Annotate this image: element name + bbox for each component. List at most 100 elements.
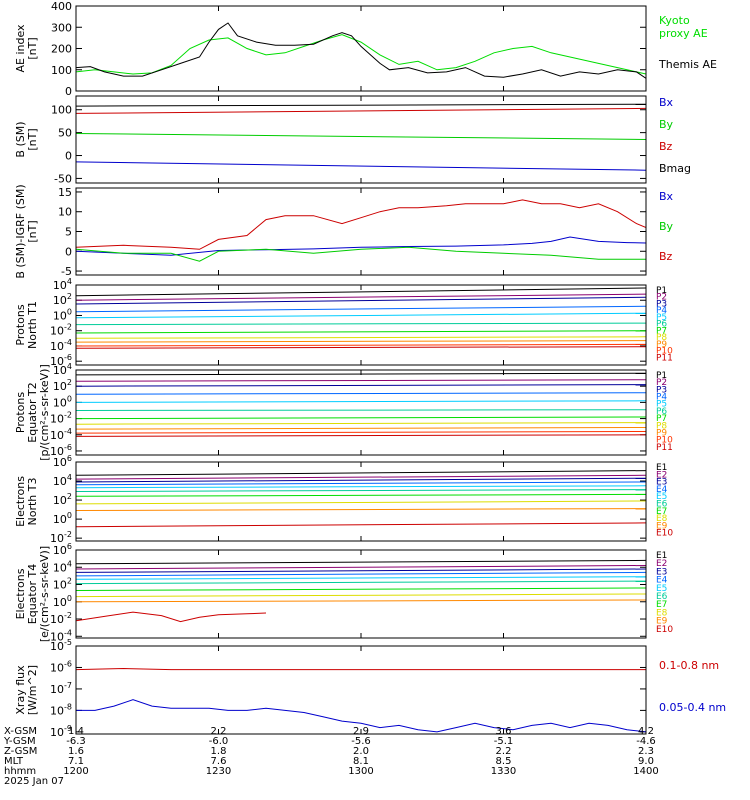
x-row-value: 1300 [348,766,373,777]
y-axis-label: North T3 [26,478,39,526]
y-axis-label: North T1 [26,301,39,349]
series-p9 [76,427,646,430]
y-tick-label: 10-2 [50,323,72,338]
series-p8 [76,336,646,339]
x-row-label: 2025 Jan 07 [4,776,64,787]
y-tick-label: 10-7 [50,681,72,696]
y-tick-label: 100 [51,64,72,77]
series-p1 [76,372,646,376]
series-e6 [76,489,646,492]
x-row-value: 1400 [633,766,658,777]
x-row-label: hhmm [4,766,36,777]
y-tick-label: 102 [53,492,72,507]
y-tick-label: 0 [65,85,72,98]
legend-item: By [659,220,674,233]
panel-frame [75,645,647,735]
channel-label: E5 [656,492,667,502]
channel-label: P1 [656,371,667,381]
y-tick-label: 104 [53,362,72,377]
y-tick-label: 104 [53,277,72,292]
y-axis-label: AE index [14,24,27,73]
x-row-value: 1330 [491,766,516,777]
series-e9 [76,599,646,603]
channel-label: E7 [656,507,667,517]
y-tick-label: 100 [51,104,72,117]
channel-label: E8 [656,514,668,524]
series-p5 [76,312,646,319]
y-tick-label: 300 [51,21,72,34]
channel-label: P7 [656,326,667,336]
panel-frame [75,461,647,542]
channel-label: E10 [656,529,673,539]
x-row-label: Z-GSM [4,746,37,757]
x-row-value: 1200 [63,766,88,777]
y-tick-label: 102 [53,292,72,307]
y-tick-label: -5 [61,265,72,278]
y-tick-label: 10-4 [50,338,72,353]
y-axis-label: Protons [14,304,27,345]
legend-item: 0.05-0.4 nm [659,701,726,714]
channel-label: P6 [656,407,667,417]
y-tick-label: 100 [53,394,72,409]
channel-label: E3 [656,567,667,577]
series-e4 [76,481,646,486]
channel-label: P6 [656,320,667,330]
series-0-05-0-4-nm [76,699,646,733]
x-row-value: 2.3 [638,746,654,757]
y-tick-label: 5 [65,226,72,239]
y-tick-label: 100 [53,511,72,526]
y-tick-label: 10 [58,206,72,219]
channel-label: P9 [656,428,667,438]
series-p8 [76,422,646,425]
x-row-label: MLT [4,756,24,767]
series-kyoto-proxy-ae [76,34,646,75]
channel-label: E1 [656,551,667,561]
series-e1 [76,470,646,476]
y-axis-label: Equator T4 [26,564,39,624]
y-tick-label: 0 [65,245,72,258]
channel-label: E5 [656,584,667,594]
channel-label: P4 [656,393,667,403]
series-bx [76,236,646,256]
panel-frame [75,284,647,366]
x-row-value: 1.8 [211,746,227,757]
x-row-value: 8.1 [353,756,369,767]
legend-item: Bz [659,250,673,263]
series-p10 [76,343,646,347]
channel-label: P3 [656,299,667,309]
series-p3 [76,296,646,305]
x-row-value: 4.2 [638,726,654,737]
channel-label: P5 [656,400,667,410]
y-tick-label: 0 [65,150,72,163]
channel-label: E1 [656,463,667,473]
channel-label: E4 [656,576,668,586]
series-p2 [76,379,646,382]
channel-label: P2 [656,293,667,303]
series-bx [76,161,646,171]
channel-label: E4 [656,485,668,495]
channel-label: P11 [656,353,673,363]
series-bz [76,199,646,250]
series-e5 [76,576,646,580]
series-p7 [76,330,646,334]
series-p11 [76,434,646,437]
series-e1 [76,559,646,565]
x-row-value: 1230 [206,766,231,777]
series-e3 [76,477,646,483]
series-e10 [76,611,267,623]
x-row-label: Y-GSM [3,736,36,747]
y-tick-label: 10-2 [50,411,72,426]
panel-frame [75,5,647,92]
series-p10 [76,431,646,434]
series-e3 [76,568,646,573]
y-axis-label: Electrons [14,568,27,619]
channel-label: E7 [656,600,667,610]
series-bmag [76,103,646,107]
